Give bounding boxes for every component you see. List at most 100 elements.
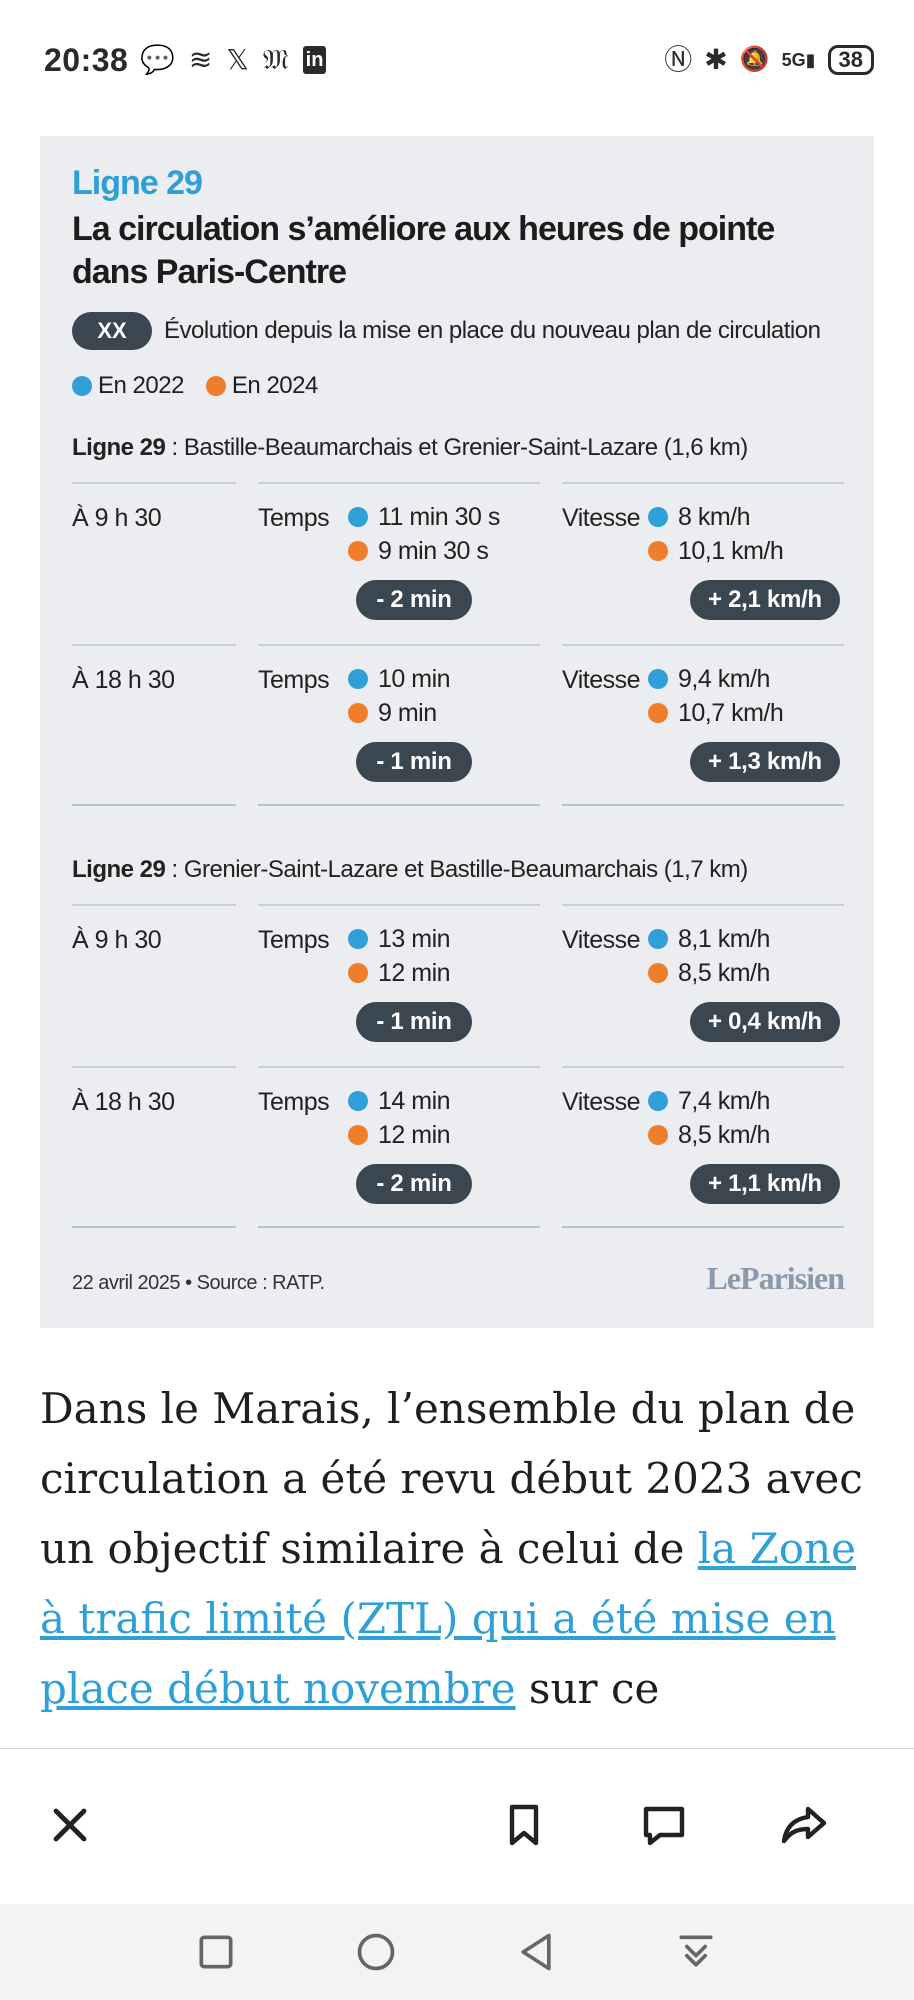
orange-dot-icon [348,541,368,561]
article-paragraph: Dans le Marais, l’ensemble du plan de ci… [40,1374,880,1724]
blue-dot-icon [72,376,92,396]
infographic-title: La circulation s’améliore aux heures de … [72,210,775,291]
vitesse-2022: 8,1 km/h [678,925,770,953]
temps-2024: 9 min 30 s [378,537,489,565]
bluetooth-icon: ✱ [704,44,728,75]
vitesse-label: Vitesse [562,926,641,954]
temps-values: 14 min 12 min [348,1087,451,1148]
back-triangle-icon [521,1933,551,1971]
vitesse-values: 9,4 km/h 10,7 km/h [648,665,784,726]
ztl-article-link[interactable]: la Zone à trafic limité (ZTL) qui a été … [40,1524,856,1713]
temps-label: Temps [258,1088,330,1116]
back-button[interactable] [510,1926,562,1978]
battery-icon: 38 [827,45,874,75]
orange-dot-icon [205,376,226,396]
row-time: À 9 h 30 [72,504,162,532]
section-route: : Bastille-Beaumarchais et Grenier-Saint… [165,434,749,461]
temps-values: 10 min 9 min [348,665,451,727]
orange-dot-icon [648,541,668,561]
vitesse-2024: 10,1 km/h [678,537,784,565]
vitesse-values: 7,4 km/h 8,5 km/h [648,1088,770,1148]
article-text: sur ce [515,1664,660,1713]
recents-button[interactable] [190,1926,242,1978]
nfc-icon: Ⓝ [664,44,693,75]
orange-dot-icon [648,1125,668,1145]
blue-dot-icon [648,669,668,689]
blue-dot-icon [648,507,668,527]
table-row: À 9 h 30 Temps 11 min 30 s 9 min 30 s - … [72,482,844,644]
vitesse-label: Vitesse [562,1088,641,1116]
legend-item-2024: En 2024 [205,372,318,400]
infographic-kicker: Ligne 29 [72,164,203,202]
section-title: Ligne 29 : Grenier-Saint-Lazare et Basti… [72,856,748,884]
comment-button[interactable] [632,1793,696,1857]
vitesse-2022: 9,4 km/h [678,665,770,693]
infographic-card[interactable]: Ligne 29 La circulation s’améliore aux h… [40,136,874,1328]
blue-dot-icon [648,929,668,949]
linkedin-icon: in [302,46,327,74]
bookmark-icon [509,1804,539,1846]
row-time: À 18 h 30 [72,1088,175,1116]
xx-badge: XX [72,312,152,350]
section-title: Ligne 29 : Bastille-Beaumarchais et Gren… [72,434,748,462]
close-button[interactable] [38,1793,102,1857]
share-button[interactable] [772,1793,836,1857]
vitesse-diff-badge: + 0,4 km/h [690,1002,840,1042]
vitesse-label: Vitesse [562,504,641,532]
le-parisien-logo: LeParisien [706,1260,845,1296]
infographic-source: 22 avril 2025 • Source : RATP. [72,1272,325,1294]
blue-dot-icon [348,669,368,689]
legend-item-2022: En 2022 [72,372,184,400]
article-toolbar [0,1748,914,1904]
orange-dot-icon [348,963,368,983]
blue-dot-icon [648,1091,668,1111]
section-line: Ligne 29 [72,434,166,461]
home-circle-icon [357,1933,395,1971]
section-route: : Grenier-Saint-Lazare et Bastille-Beaum… [165,856,749,883]
legend: En 2022 En 2024 [72,372,318,400]
le-monde-icon: 𝔐 [262,44,289,75]
comment-icon [643,1806,685,1846]
legend-label: En 2022 [98,372,184,399]
orange-dot-icon [648,703,668,723]
temps-diff-badge: - 2 min [356,1164,472,1204]
vitesse-2024: 8,5 km/h [678,959,770,987]
vitesse-2024: 8,5 km/h [678,1121,770,1149]
article-text: Dans le Marais, l’ensemble du plan de ci… [40,1384,863,1573]
signal-icon: 5G▮ [781,50,816,70]
temps-2024: 12 min [378,959,451,987]
home-button[interactable] [350,1926,402,1978]
temps-2022: 14 min [378,1087,451,1115]
temps-2024: 9 min [378,699,437,727]
row-time: À 9 h 30 [72,926,162,954]
orange-dot-icon [648,963,668,983]
temps-2022: 13 min [378,925,451,953]
temps-diff-badge: - 1 min [356,1002,472,1042]
temps-diff-badge: - 1 min [356,742,472,782]
blue-dot-icon [348,507,368,527]
vitesse-2022: 7,4 km/h [678,1087,770,1115]
temps-diff-badge: - 2 min [356,580,472,620]
vitesse-diff-badge: + 1,1 km/h [690,1164,840,1204]
status-notification-icons: 💬 ≋ 𝕏 𝔐 in [140,44,327,76]
vitesse-label: Vitesse [562,666,641,694]
orange-dot-icon [348,703,368,723]
bookmark-button[interactable] [492,1793,556,1857]
x-icon: 𝕏 [226,44,249,75]
blue-dot-icon [348,1091,368,1111]
vitesse-diff-badge: + 1,3 km/h [690,742,840,782]
temps-2022: 10 min [378,665,451,693]
table-row: À 18 h 30 Temps 10 min 9 min - 1 min Vit… [72,644,844,806]
muted-logo-icon: ≋ [188,44,213,75]
system-nav-bar [0,1904,914,2000]
bell-off-icon: 🔕 [739,46,770,73]
notification-drawer-icon [679,1935,713,1967]
status-time: 20:38 [44,42,129,78]
table-row: À 9 h 30 Temps 13 min 12 min - 1 min Vit… [72,904,844,1066]
close-icon [53,1808,87,1842]
section-line: Ligne 29 [72,856,166,883]
share-icon [781,1806,827,1844]
notification-drawer-button[interactable] [670,1926,722,1978]
recents-square-icon [199,1935,233,1969]
temps-values: 13 min 12 min [348,925,451,987]
